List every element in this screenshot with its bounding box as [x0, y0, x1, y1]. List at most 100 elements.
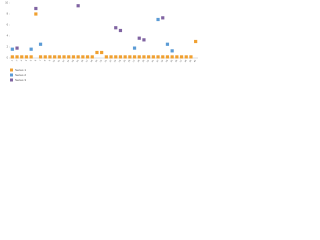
x-tick-label: 14: [72, 59, 75, 63]
y-tick-label: 4: [7, 35, 9, 38]
marker: [170, 49, 174, 53]
x-tick-label: 11: [58, 59, 61, 63]
x-tick-label: 15: [77, 59, 80, 63]
x-tick-label: 4: [25, 59, 28, 62]
x-tick-label: 7: [40, 59, 43, 62]
marker: [137, 36, 141, 40]
marker: [184, 55, 188, 59]
x-tick-label: 22: [109, 59, 112, 63]
x-tick-label: 34: [166, 59, 169, 63]
x-tick-label: 2: [16, 59, 19, 62]
marker: [100, 50, 104, 55]
x-tick-label: 36: [175, 59, 178, 63]
x-tick-label: 24: [119, 59, 122, 63]
x-tick-label: 29: [142, 59, 145, 63]
x-tick-label: 28: [138, 59, 141, 63]
x-tick-label: 10: [53, 59, 56, 63]
marker: [114, 26, 118, 30]
x-tick-label: 12: [62, 59, 65, 63]
marker: [161, 16, 165, 20]
marker: [179, 55, 184, 59]
marker: [128, 55, 132, 59]
marker: [194, 39, 198, 44]
x-tick-label: 8: [44, 59, 47, 62]
marker: [76, 55, 80, 59]
marker: [118, 55, 123, 59]
x-tick-label: 31: [152, 59, 155, 63]
y-tick-label: 2: [7, 46, 9, 49]
marker: [137, 55, 141, 59]
x-tick-label: 33: [161, 59, 164, 63]
marker: [38, 55, 43, 59]
marker: [48, 55, 52, 59]
y-tick-label: 10: [5, 2, 8, 5]
marker: [118, 28, 123, 33]
marker: [132, 55, 137, 59]
marker: [165, 42, 170, 46]
marker: [170, 55, 174, 59]
x-tick-label: 5: [30, 59, 33, 62]
x-tick-label: 37: [180, 59, 183, 63]
legend-swatch: [10, 68, 13, 72]
marker: [24, 55, 29, 59]
marker: [85, 55, 90, 59]
marker: [95, 50, 99, 55]
marker: [53, 55, 57, 59]
x-tick-label: 27: [133, 59, 136, 63]
x-tick-label: 1: [11, 59, 14, 62]
x-tick-label: 3: [21, 59, 24, 62]
x-tick-label: 16: [81, 59, 84, 63]
x-tick-label: 9: [49, 59, 52, 62]
marker: [43, 55, 47, 59]
legend-label: Series 1: [15, 68, 26, 72]
marker: [123, 55, 127, 59]
y-tick-label: 6: [7, 24, 9, 27]
marker: [114, 55, 118, 59]
marker: [62, 55, 66, 59]
x-tick-label: 30: [147, 59, 150, 63]
marker: [142, 38, 146, 42]
marker: [132, 46, 137, 50]
legend-swatch: [10, 73, 13, 77]
marker: [142, 55, 146, 59]
y-tick-label: 8: [7, 13, 9, 16]
x-tick-label: 20: [100, 59, 103, 63]
x-tick-label: 17: [86, 59, 89, 63]
legend-label: Series 2: [15, 73, 26, 77]
marker: [76, 4, 80, 8]
x-tick-label: 38: [185, 59, 188, 63]
marker: [34, 6, 38, 11]
marker: [38, 42, 43, 46]
marker: [175, 55, 179, 59]
marker: [104, 55, 108, 59]
marker: [71, 55, 76, 59]
marker: [10, 47, 14, 51]
marker: [165, 55, 170, 59]
marker: [29, 55, 33, 59]
y-tick-label: 0: [7, 57, 9, 60]
marker: [109, 55, 113, 59]
x-tick-label: 40: [194, 59, 197, 63]
x-tick-label: 23: [114, 59, 117, 63]
marker: [90, 55, 94, 59]
marker: [156, 17, 160, 22]
x-tick-label: 32: [156, 59, 159, 63]
legend-label: Series 3: [15, 78, 26, 82]
marker: [20, 55, 24, 59]
x-tick-label: 39: [189, 59, 192, 63]
marker: [81, 55, 85, 59]
legend-swatch: [10, 78, 13, 82]
marker: [189, 55, 193, 59]
marker: [15, 46, 19, 50]
marker: [29, 47, 33, 51]
x-tick-label: 18: [91, 59, 94, 63]
marker: [156, 55, 160, 59]
x-tick-label: 35: [171, 59, 174, 63]
x-tick-label: 13: [67, 59, 70, 63]
x-tick-label: 19: [95, 59, 98, 63]
marker: [57, 55, 61, 59]
marker: [151, 55, 155, 59]
marker: [10, 55, 14, 59]
marker: [161, 55, 165, 59]
x-tick-label: 26: [128, 59, 131, 63]
